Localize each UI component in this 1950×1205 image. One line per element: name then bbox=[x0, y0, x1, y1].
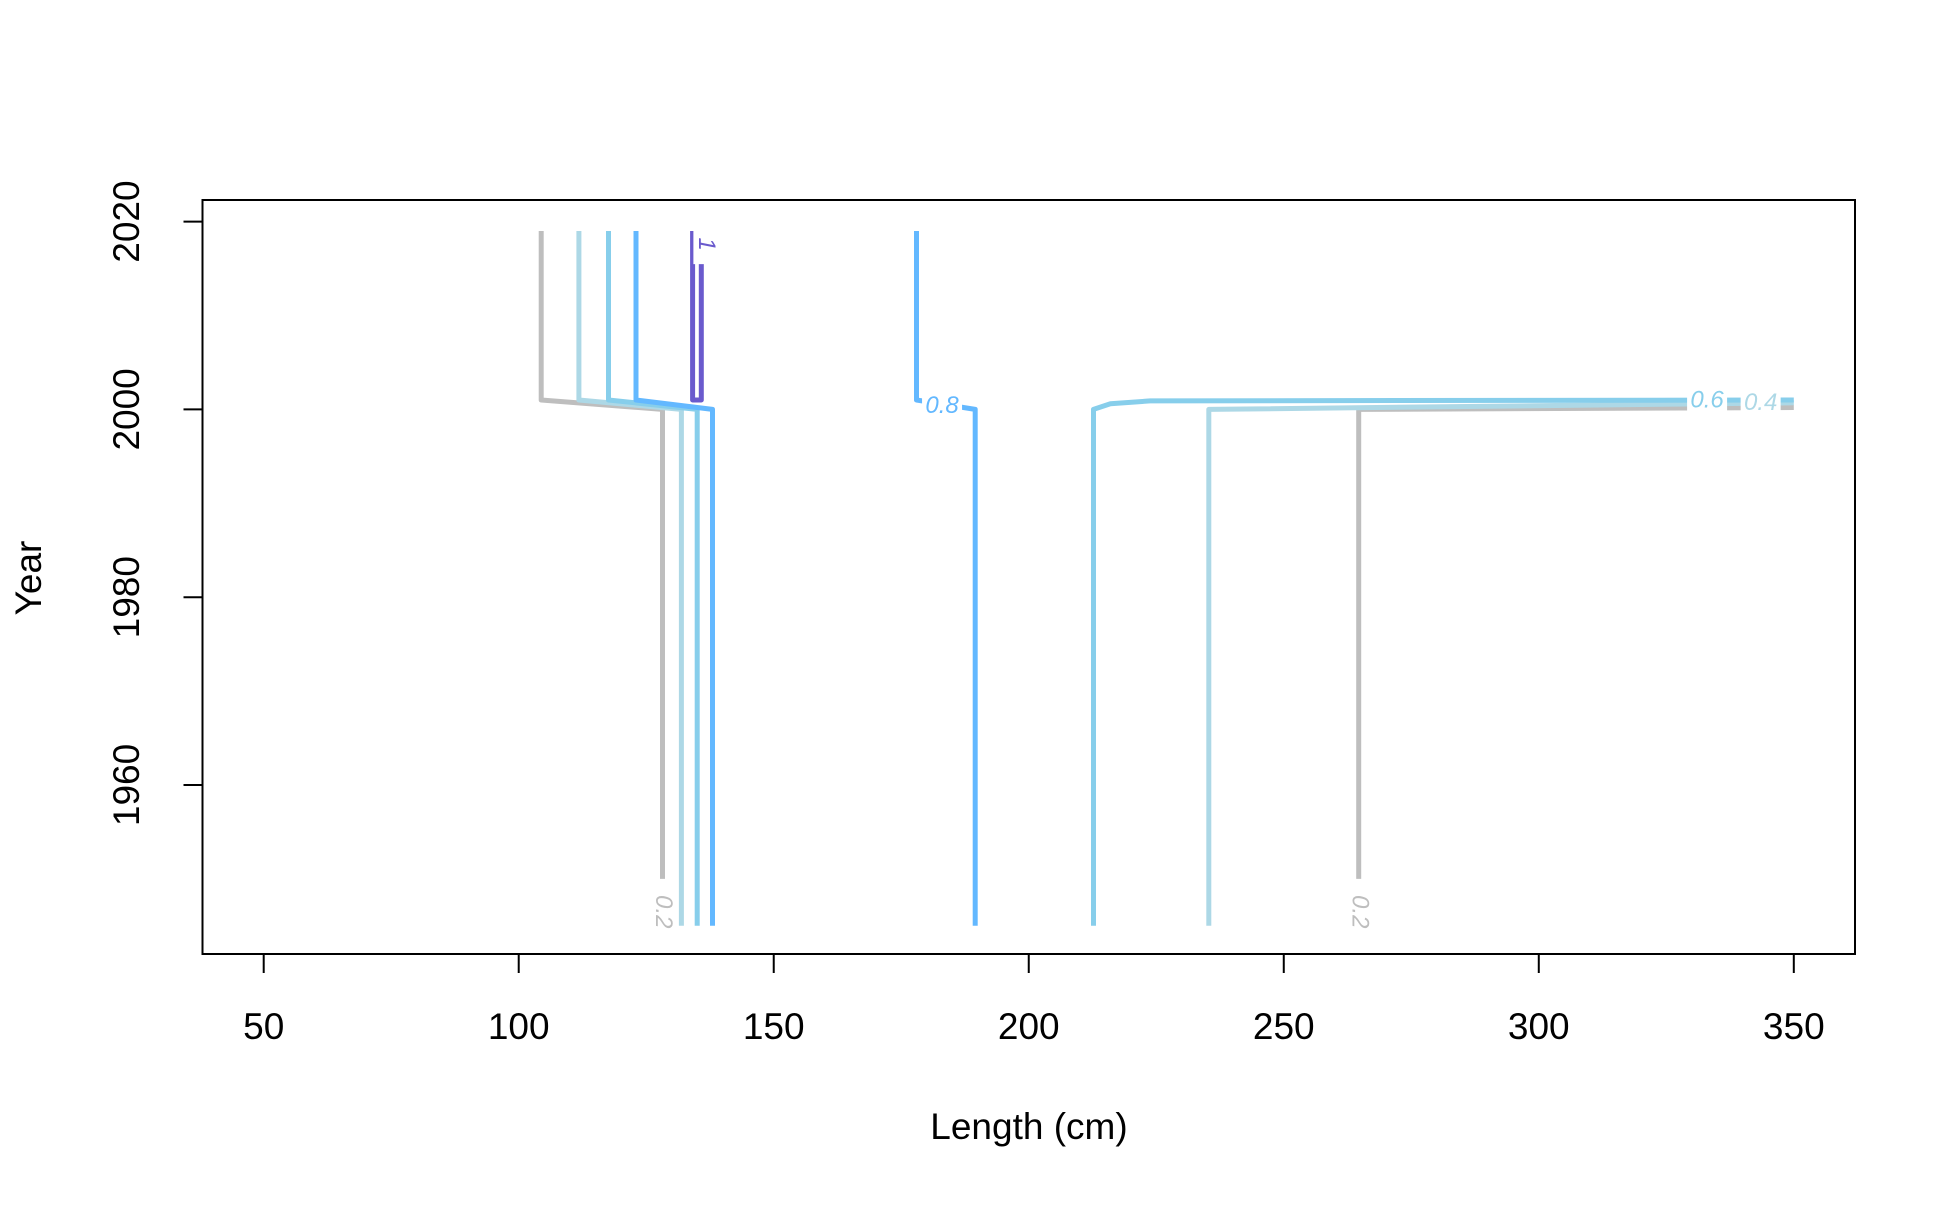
x-axis-title: Length (cm) bbox=[930, 1106, 1127, 1147]
contour-label: 0.6 bbox=[1690, 386, 1724, 413]
x-tick-label: 250 bbox=[1253, 1006, 1315, 1047]
contour-label-bg bbox=[1740, 391, 1781, 416]
contour-label: 0.8 bbox=[925, 392, 959, 419]
contour-label-bg bbox=[693, 224, 718, 265]
contour-label-bg bbox=[1687, 388, 1728, 413]
contour-label-bg bbox=[922, 394, 963, 419]
contour-label-bg bbox=[1346, 891, 1371, 932]
contour-line bbox=[606, 231, 1794, 926]
contour-label-group: 0.8 bbox=[922, 392, 963, 419]
contour-line bbox=[690, 231, 704, 403]
contour-label-group: 0.6 bbox=[1687, 386, 1728, 413]
x-tick-label: 100 bbox=[488, 1006, 550, 1047]
y-tick-label: 2000 bbox=[106, 368, 147, 450]
x-tick-label: 300 bbox=[1508, 1006, 1570, 1047]
x-tick-label: 350 bbox=[1763, 1006, 1825, 1047]
y-axis-title: Year bbox=[8, 541, 49, 616]
x-tick-label: 150 bbox=[743, 1006, 805, 1047]
contour-label-group: 1 bbox=[693, 224, 720, 265]
x-tick-label: 50 bbox=[243, 1006, 284, 1047]
contour-label-group: 0.4 bbox=[1740, 389, 1781, 416]
y-tick-label: 2020 bbox=[106, 180, 147, 262]
contour-label: 0.2 bbox=[1346, 895, 1373, 928]
contour-label-group: 0.2 bbox=[650, 891, 677, 932]
contour-label-group: 0.2 bbox=[1346, 891, 1373, 932]
contour-label: 0.2 bbox=[650, 895, 677, 928]
y-tick-label: 1960 bbox=[106, 744, 147, 826]
x-tick-label: 200 bbox=[998, 1006, 1060, 1047]
contour-label: 0.4 bbox=[1744, 389, 1777, 416]
contour-label: 1 bbox=[693, 237, 720, 250]
y-tick-label: 1980 bbox=[106, 556, 147, 638]
contour-label-bg bbox=[650, 891, 675, 932]
